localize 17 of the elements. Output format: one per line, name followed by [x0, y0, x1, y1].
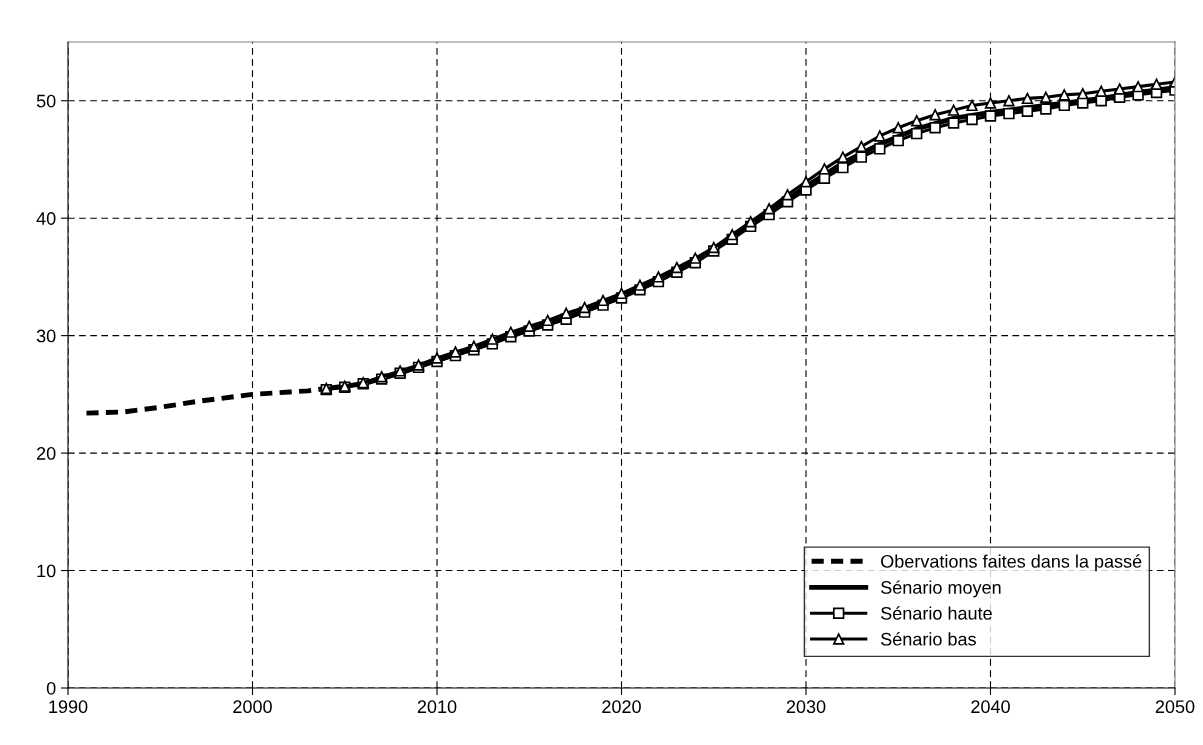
- x-tick-label: 1990: [49, 700, 88, 714]
- y-tick-label: 20: [37, 447, 56, 460]
- x-tick-label: 2030: [786, 700, 826, 714]
- x-tick-label: 2020: [602, 700, 641, 714]
- x-tick-label: 2000: [233, 700, 272, 714]
- legend-label: Sénario bas: [881, 632, 976, 646]
- legend-label: Obervations faites dans la passé: [881, 554, 1142, 572]
- y-tick-label: 0: [46, 681, 56, 695]
- x-tick-label: 2050: [1155, 700, 1195, 714]
- y-tick-label: 10: [37, 564, 56, 578]
- y-tick-label: 40: [36, 212, 56, 225]
- y-tick-label: 30: [36, 329, 56, 343]
- x-tick-label: 2010: [417, 700, 457, 714]
- legend-label: Sénario haute: [881, 606, 992, 620]
- x-tick-label: 2040: [971, 700, 1010, 714]
- y-tick-label: 50: [36, 94, 56, 108]
- legend-label: Sénario moyen: [881, 580, 1001, 598]
